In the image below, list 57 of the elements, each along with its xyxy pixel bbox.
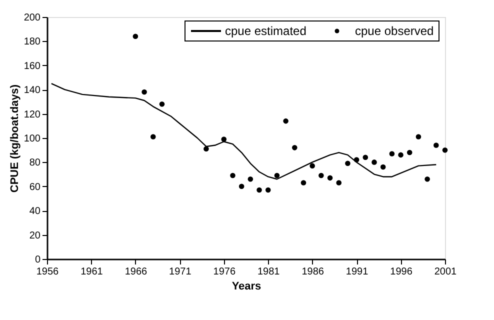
point bbox=[372, 160, 377, 165]
x-tick-label: 1986 bbox=[302, 266, 324, 278]
point bbox=[256, 187, 262, 193]
point bbox=[416, 134, 422, 140]
y-tick-label: 100 bbox=[24, 134, 41, 144]
point bbox=[424, 176, 430, 182]
x-tick-label: 1971 bbox=[169, 266, 192, 278]
point bbox=[221, 136, 227, 142]
y-tick-label: 160 bbox=[24, 60, 41, 72]
point bbox=[380, 164, 386, 170]
point bbox=[362, 154, 368, 160]
y-tick-label: 180 bbox=[24, 36, 41, 48]
y-tick-label: 60 bbox=[29, 182, 41, 193]
point bbox=[150, 134, 156, 140]
point bbox=[142, 89, 147, 95]
line-series bbox=[50, 82, 437, 180]
point bbox=[398, 152, 404, 158]
point bbox=[318, 172, 324, 178]
point bbox=[159, 101, 165, 107]
y-tick-label: 120 bbox=[24, 109, 41, 120]
x-tick-label: 1996 bbox=[390, 266, 413, 278]
x-tick-label: 1981 bbox=[257, 266, 280, 278]
point bbox=[238, 184, 244, 190]
y-tick-label: 200 bbox=[24, 12, 41, 24]
y-tick-label: 40 bbox=[29, 206, 41, 218]
point bbox=[248, 176, 254, 182]
point bbox=[204, 146, 209, 152]
legend-label: cpue estimated bbox=[225, 24, 306, 38]
point bbox=[354, 157, 360, 162]
point bbox=[310, 163, 315, 168]
point bbox=[274, 172, 280, 178]
y-axis-title: CPUE (kg/boat.days) bbox=[8, 84, 21, 193]
point bbox=[389, 151, 395, 156]
point bbox=[327, 175, 333, 181]
point bbox=[336, 180, 342, 186]
point bbox=[265, 187, 271, 193]
point bbox=[406, 150, 412, 156]
point bbox=[345, 160, 350, 166]
point bbox=[292, 145, 298, 150]
point bbox=[442, 147, 448, 153]
x-tick-label: 1961 bbox=[80, 266, 104, 278]
legend-label: cpue observed bbox=[355, 24, 434, 38]
x-tick-label: 1956 bbox=[36, 266, 60, 278]
point bbox=[434, 142, 439, 148]
point bbox=[283, 118, 288, 124]
y-tick-label: 80 bbox=[29, 158, 41, 169]
x-tick-label: 2001 bbox=[434, 266, 458, 278]
point bbox=[300, 180, 306, 186]
point bbox=[230, 172, 236, 178]
x-axis-title: Years bbox=[232, 280, 262, 292]
y-tick-label: 0 bbox=[34, 254, 41, 266]
point bbox=[132, 34, 138, 39]
x-tick-label: 1976 bbox=[213, 266, 236, 278]
y-tick-label: 20 bbox=[29, 230, 41, 242]
y-tick-label: 140 bbox=[24, 85, 41, 96]
x-tick-label: 1966 bbox=[124, 266, 148, 278]
x-tick-label: 1991 bbox=[346, 266, 369, 278]
